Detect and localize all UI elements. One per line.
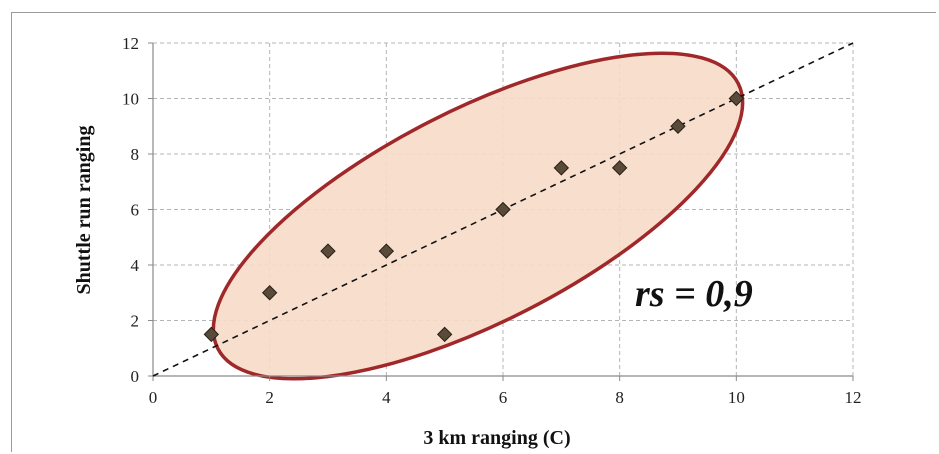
x-axis-title: 3 km ranging (C) <box>423 427 570 449</box>
x-tick-label: 10 <box>728 388 745 407</box>
y-tick-label: 6 <box>131 201 140 220</box>
x-tick-label: 8 <box>615 388 624 407</box>
y-tick-label: 10 <box>122 90 139 109</box>
x-tick-label: 4 <box>382 388 391 407</box>
highlight-ellipse-group <box>211 51 745 381</box>
data-point-diamond <box>670 118 686 134</box>
y-tick-label: 12 <box>122 34 139 53</box>
y-tick-label: 0 <box>131 367 140 386</box>
y-tick-labels: 0 2 4 6 8 10 12 <box>122 34 140 386</box>
data-point-diamond <box>203 326 220 343</box>
data-point-diamond <box>320 243 336 259</box>
data-points <box>203 90 745 343</box>
axes <box>148 42 854 381</box>
data-point-diamond <box>378 243 395 259</box>
x-tick-label: 2 <box>265 388 274 407</box>
chart-frame <box>11 12 936 452</box>
y-tick-label: 8 <box>131 145 140 164</box>
data-point-diamond <box>436 326 453 343</box>
data-point-diamond <box>495 201 511 218</box>
data-point-diamond <box>611 160 628 176</box>
x-tick-label: 6 <box>499 388 508 407</box>
data-point-diamond <box>261 285 278 301</box>
data-point-diamond <box>553 160 570 176</box>
y-axis-title: Shuttle run ranging <box>73 126 95 295</box>
data-point-diamond <box>728 90 745 107</box>
y-tick-label: 2 <box>131 312 140 331</box>
x-tick-labels: 0 2 4 6 8 10 12 <box>149 388 862 407</box>
x-tick-label: 0 <box>149 388 158 407</box>
correlation-annotation: rs = 0,9 <box>635 273 753 315</box>
highlight-ellipse <box>211 51 745 381</box>
y-tick-label: 4 <box>131 256 140 275</box>
x-tick-label: 12 <box>845 388 862 407</box>
